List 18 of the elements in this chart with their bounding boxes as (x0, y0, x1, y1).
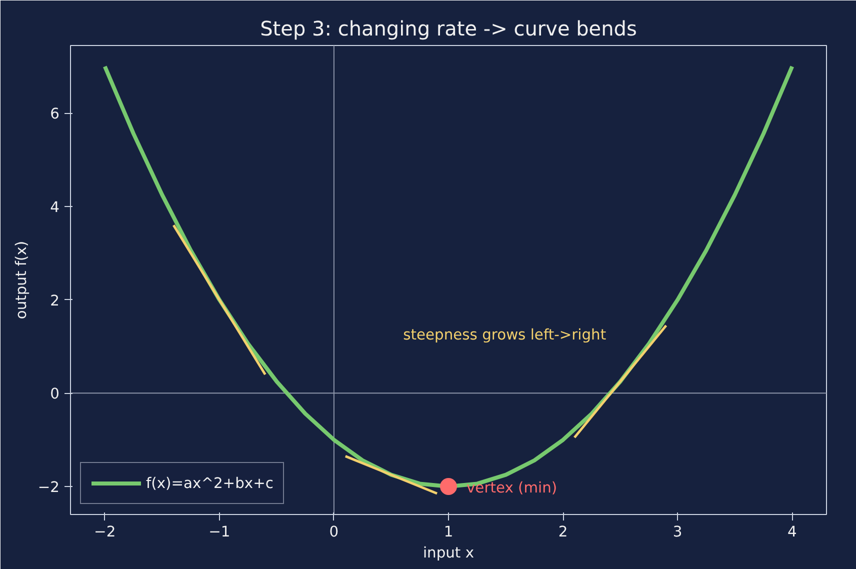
y-axis-title: output f(x) (12, 240, 30, 320)
x-tick-label: 3 (672, 524, 682, 540)
x-axis-title: input x (422, 544, 474, 562)
y-tick-label: 4 (50, 199, 60, 216)
y-tick-label: 0 (50, 386, 60, 403)
annotation: vertex (min) (466, 480, 558, 496)
x-tick-label: −2 (94, 524, 116, 540)
annotation: steepness grows left->right (403, 326, 606, 344)
y-tick-label: 6 (50, 106, 60, 123)
x-tick-label: 0 (329, 524, 339, 540)
x-tick-label: −1 (208, 524, 230, 540)
x-tick-label: 1 (444, 524, 454, 540)
chart-title: Step 3: changing rate -> curve bends (260, 16, 637, 40)
y-tick-label: 2 (50, 292, 60, 310)
x-tick-label: 2 (558, 524, 568, 540)
x-tick-label: 4 (787, 524, 797, 540)
y-tick-label: −2 (38, 479, 60, 496)
legend-label: f(x)=ax^2+bx+c (146, 474, 274, 492)
